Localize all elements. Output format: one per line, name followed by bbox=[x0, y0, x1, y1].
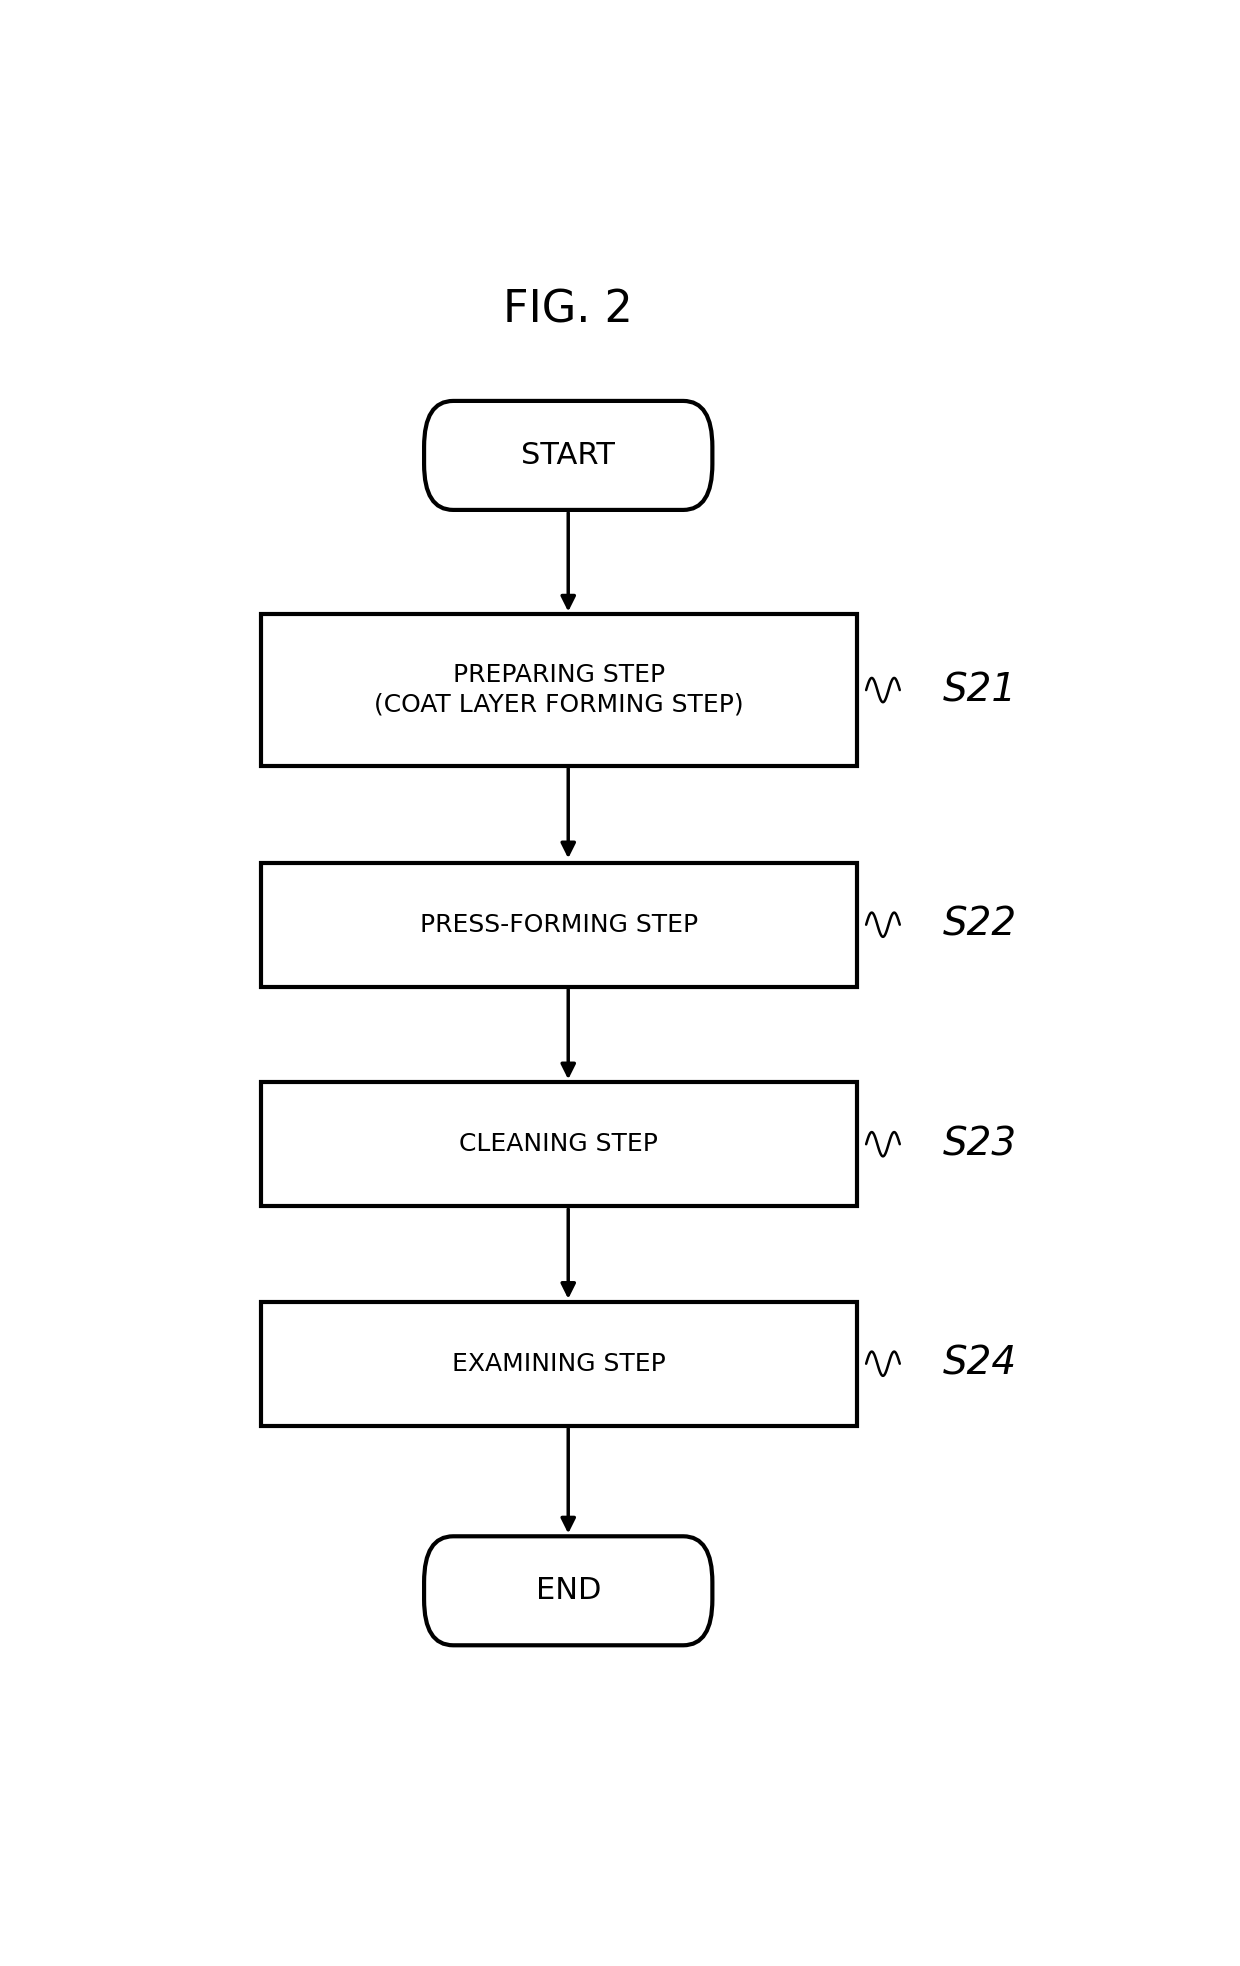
Text: S23: S23 bbox=[942, 1125, 1017, 1164]
Text: FIG. 2: FIG. 2 bbox=[503, 289, 634, 332]
Text: PRESS-FORMING STEP: PRESS-FORMING STEP bbox=[419, 912, 698, 936]
Text: END: END bbox=[536, 1577, 601, 1606]
Text: S24: S24 bbox=[942, 1345, 1017, 1382]
Text: EXAMINING STEP: EXAMINING STEP bbox=[451, 1353, 666, 1376]
Text: S22: S22 bbox=[942, 906, 1017, 944]
Text: S21: S21 bbox=[942, 670, 1017, 710]
Bar bbox=[260, 1081, 857, 1207]
Text: START: START bbox=[521, 440, 615, 470]
Bar bbox=[260, 615, 857, 767]
Text: PREPARING STEP
(COAT LAYER FORMING STEP): PREPARING STEP (COAT LAYER FORMING STEP) bbox=[373, 663, 744, 718]
FancyBboxPatch shape bbox=[424, 1535, 713, 1646]
FancyBboxPatch shape bbox=[424, 401, 713, 509]
Text: CLEANING STEP: CLEANING STEP bbox=[459, 1132, 658, 1156]
Bar bbox=[260, 1301, 857, 1425]
Bar bbox=[260, 863, 857, 987]
